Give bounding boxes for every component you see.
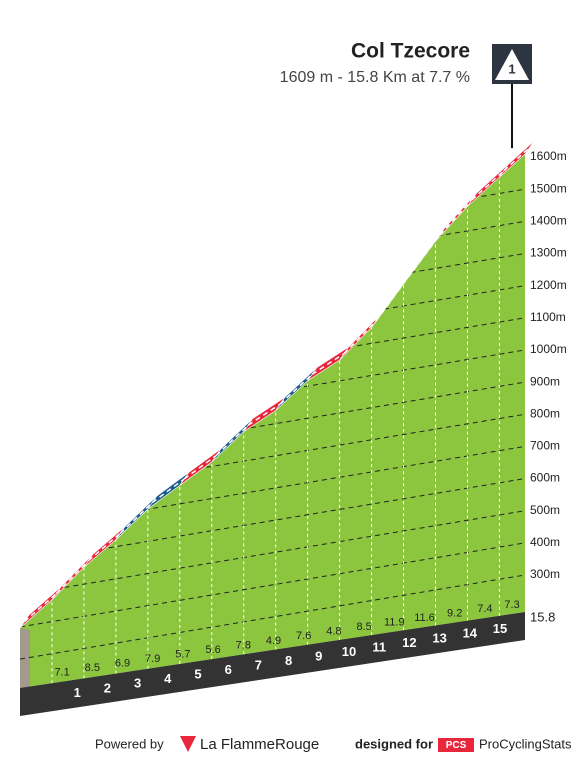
y-tick-label: 900m (530, 374, 560, 388)
gradient-label: 4.9 (266, 635, 281, 647)
gradient-label: 7.3 (504, 599, 519, 611)
x-tick-label: 4 (164, 671, 172, 686)
gradient-label: 9.2 (447, 607, 462, 619)
grid-line (20, 574, 525, 660)
x-tick-label: 8 (285, 653, 292, 668)
ribbon-center (119, 501, 153, 534)
grid-line (20, 542, 525, 628)
gradient-label: 7.1 (54, 667, 69, 679)
gradient-label: 8.5 (85, 662, 100, 674)
gradient-label: 11.9 (384, 617, 405, 629)
gradient-label: 5.7 (175, 648, 190, 660)
gradient-label: 11.6 (414, 612, 435, 624)
ribbon-center (311, 352, 345, 375)
ribbon-center (215, 424, 249, 457)
ribbon-center (439, 199, 473, 236)
ribbon-center (24, 592, 57, 623)
x-tick-label: 7 (255, 658, 262, 673)
ribbon-center (87, 532, 121, 562)
y-tick-label: 400m (530, 535, 560, 549)
ribbon-center (55, 560, 89, 594)
x-tick-label: 10 (342, 644, 356, 659)
footer-designed: designed for (355, 736, 433, 751)
footer-powered: Powered by (95, 736, 164, 751)
y-tick-label: 1300m (530, 246, 567, 260)
x-tick-label: 15 (493, 621, 507, 636)
y-tick-label: 1500m (530, 181, 567, 195)
pcs-logo (438, 738, 474, 752)
gradient-label: 8.5 (356, 621, 371, 633)
footer-brand[interactable]: La FlammeRouge (200, 736, 319, 753)
y-tick-label: 1100m (530, 310, 566, 324)
y-tick-label: 1600m (530, 149, 567, 163)
gradient-label: 5.6 (205, 644, 220, 656)
km-band (20, 612, 525, 716)
gradient-label: 7.9 (145, 653, 160, 665)
ribbon-center (375, 276, 409, 322)
side-wall (20, 628, 30, 688)
ribbon-center (471, 170, 505, 201)
x-tick-label: 1 (74, 685, 81, 700)
ribbon-center (279, 373, 313, 405)
x-tick-label: 9 (315, 648, 322, 663)
gradient-label: 6.9 (115, 657, 130, 669)
gradient-label: 4.8 (326, 626, 341, 638)
chart-subtitle: 1609 m - 15.8 Km at 7.7 % (280, 69, 470, 86)
y-tick-label: 1200m (530, 278, 567, 292)
y-tick-label: 700m (530, 439, 560, 453)
ribbon-center (343, 320, 377, 355)
footer-pcs: PCS (446, 740, 467, 751)
x-tick-label: 11 (372, 639, 386, 654)
chart-title: Col Tzecore (351, 40, 470, 63)
x-tick-label: 6 (225, 662, 232, 677)
x-tick-label: 13 (432, 630, 446, 645)
x-tick-label: 14 (463, 626, 478, 641)
y-tick-label: 800m (530, 406, 560, 420)
x-tick-label: 3 (134, 676, 141, 691)
x-tick-label: 5 (194, 667, 201, 682)
y-tick-label: 1000m (530, 342, 567, 356)
y-tick-label: 500m (530, 503, 560, 517)
y-tick-label: 300m (530, 567, 560, 581)
y-tick-label: 600m (530, 471, 560, 485)
y-tick-label: 1400m (530, 214, 567, 228)
grid-line (20, 510, 525, 596)
ribbon-center (503, 147, 531, 172)
ribbon-center (151, 478, 185, 504)
x-tick-label: 2 (104, 680, 111, 695)
x-end-label: 15.8 (530, 609, 555, 624)
gradient-label: 7.4 (477, 603, 492, 615)
ribbon-center (183, 454, 217, 480)
gradient-label: 7.6 (296, 630, 311, 642)
badge-triangle (495, 49, 529, 80)
category-label: 1 (508, 61, 515, 76)
plot: 300m400m500m600m700m800m900m1000m1100m12… (19, 84, 567, 716)
x-tick-label: 12 (402, 635, 416, 650)
brand-logo (180, 736, 196, 752)
profile-area (20, 154, 525, 688)
ribbon-center (247, 403, 281, 426)
footer-site[interactable]: ProCyclingStats (479, 736, 572, 751)
gradient-label: 7.8 (236, 639, 251, 651)
